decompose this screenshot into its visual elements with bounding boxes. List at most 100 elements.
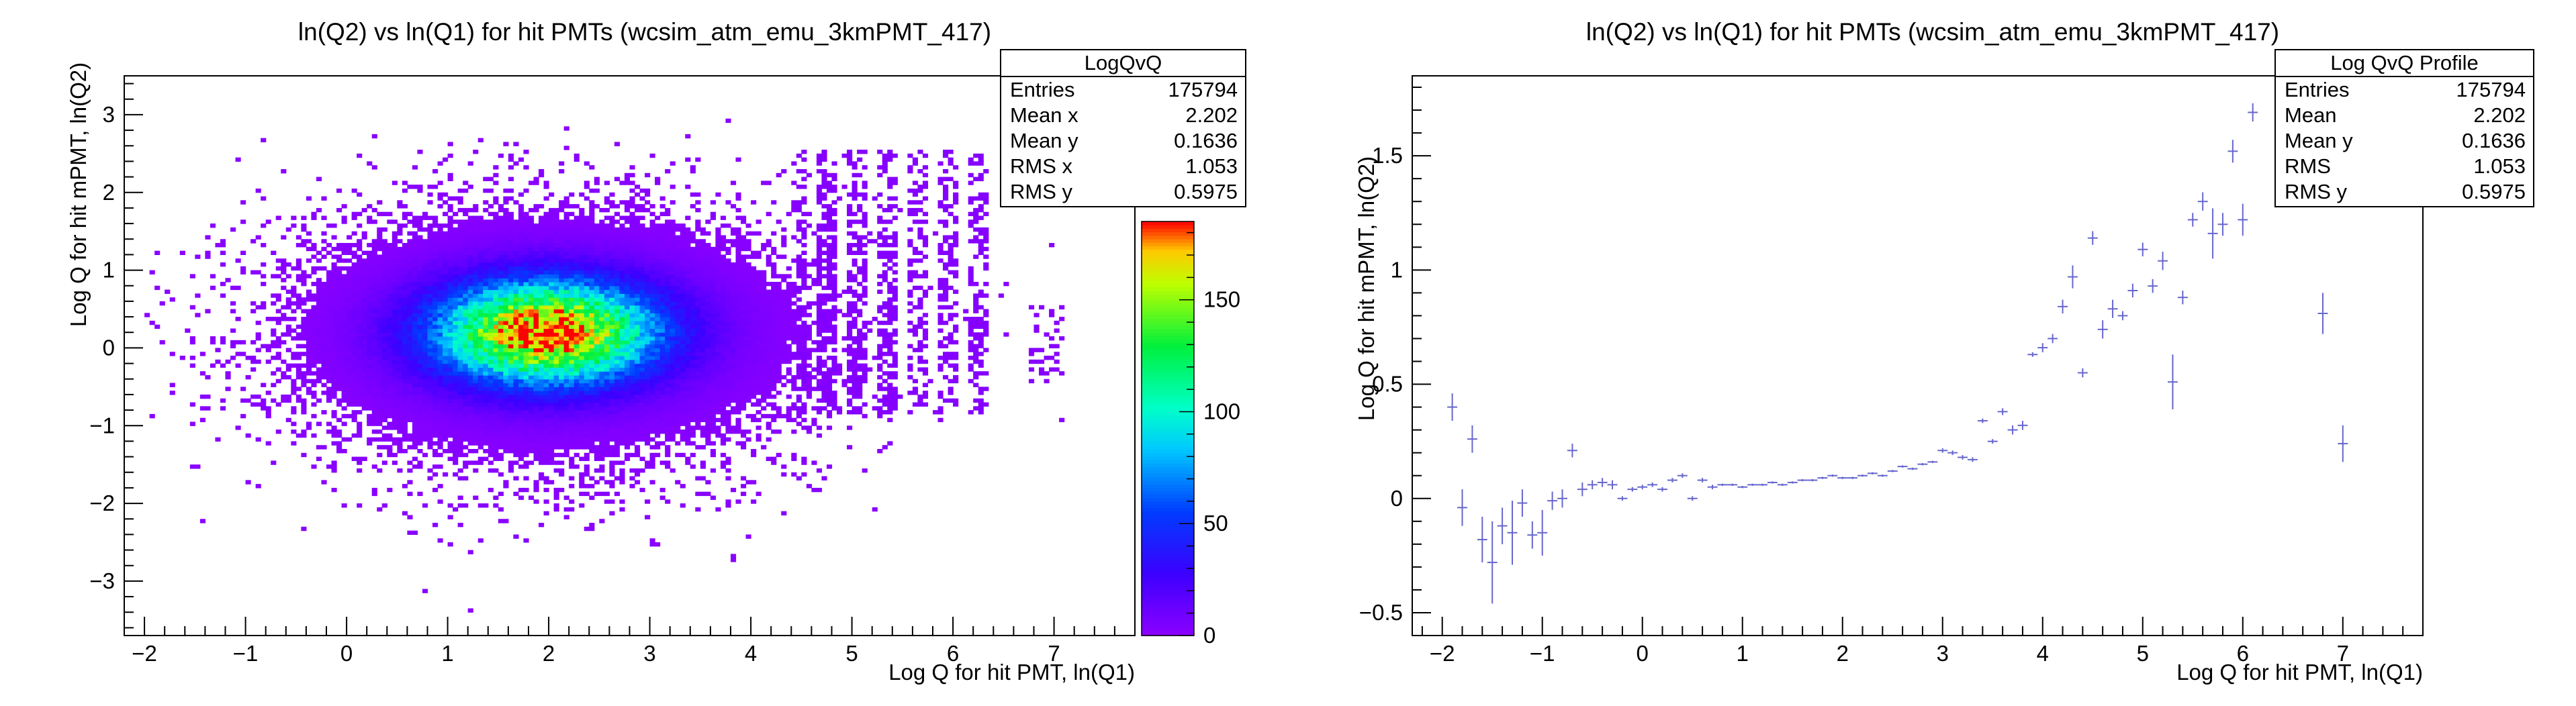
- heatmap-bin: [498, 231, 504, 236]
- heatmap-bin: [563, 402, 569, 407]
- heatmap-bin: [443, 297, 449, 302]
- heatmap-bin: [357, 456, 363, 461]
- heatmap-bin: [573, 340, 580, 345]
- heatmap-bin: [624, 309, 631, 313]
- heatmap-bin: [493, 231, 499, 236]
- heatmap-bin: [624, 270, 631, 274]
- heatmap-bin: [508, 394, 514, 399]
- heatmap-bin: [427, 374, 433, 380]
- heatmap-bin: [387, 293, 393, 298]
- heatmap-bin: [518, 449, 524, 454]
- heatmap-bin: [563, 332, 569, 337]
- heatmap-bin: [655, 239, 661, 244]
- heatmap-bin: [599, 281, 605, 287]
- heatmap-bin: [543, 324, 549, 330]
- heatmap-bin: [503, 383, 509, 387]
- heatmap-bin: [351, 456, 357, 461]
- heatmap-bin: [589, 374, 595, 380]
- heatmap-bin: [639, 456, 645, 461]
- heatmap-bin: [457, 430, 463, 434]
- heatmap-bin: [518, 297, 524, 302]
- heatmap-bin: [624, 258, 631, 263]
- heatmap-bin: [670, 227, 676, 232]
- heatmap-bin: [579, 219, 585, 224]
- heatmap-bin: [381, 344, 387, 349]
- heatmap-bin: [553, 367, 559, 372]
- heatmap-bin: [639, 258, 645, 263]
- heatmap-bin: [635, 215, 641, 220]
- heatmap-bin: [326, 289, 332, 294]
- heatmap-bin: [463, 348, 469, 352]
- heatmap-bin: [473, 246, 479, 252]
- heatmap-bin: [397, 274, 403, 279]
- heatmap-bin: [569, 289, 575, 294]
- heatmap-bin: [463, 413, 469, 419]
- heatmap-bin: [326, 421, 332, 426]
- heatmap-bin: [508, 250, 514, 256]
- heatmap-bin: [629, 172, 635, 178]
- heatmap-bin: [498, 235, 504, 240]
- heatmap-bin: [245, 433, 251, 438]
- heatmap-bin: [235, 340, 241, 345]
- heatmap-bin: [392, 367, 398, 372]
- heatmap-bin: [447, 456, 453, 461]
- heatmap-bin: [205, 394, 211, 399]
- heatmap-bin: [331, 379, 337, 384]
- heatmap-bin: [457, 281, 463, 287]
- heatmap-bin: [422, 328, 428, 333]
- heatmap-bin: [523, 340, 529, 345]
- heatmap-bin: [624, 410, 631, 415]
- heatmap-bin: [503, 352, 509, 356]
- heatmap-bin: [513, 433, 519, 438]
- heatmap-bin: [665, 313, 671, 317]
- heatmap-bin: [402, 246, 408, 252]
- heatmap-bin: [261, 274, 267, 279]
- heatmap-bin: [604, 452, 610, 458]
- heatmap-bin: [559, 348, 565, 352]
- heatmap-bin: [351, 262, 357, 267]
- heatmap-bin: [387, 301, 393, 306]
- heatmap-bin: [432, 464, 439, 469]
- heatmap-bin: [549, 445, 555, 450]
- heatmap-bin: [477, 425, 484, 430]
- heatmap-bin: [543, 181, 549, 185]
- heatmap-bin: [402, 363, 408, 368]
- heatmap-bin: [473, 387, 479, 391]
- heatmap-bin: [473, 215, 479, 220]
- heatmap-bin: [371, 278, 377, 283]
- heatmap-bin: [437, 192, 443, 197]
- heatmap-bin: [649, 250, 655, 256]
- heatmap-bin: [463, 363, 469, 368]
- heatmap-bin: [629, 246, 635, 252]
- heatmap-bin: [533, 352, 539, 356]
- heatmap-bin: [624, 235, 631, 240]
- heatmap-bin: [463, 211, 469, 217]
- heatmap-bin: [402, 336, 408, 341]
- heatmap-bin: [563, 379, 569, 384]
- heatmap-bin: [659, 410, 665, 415]
- heatmap-bin: [549, 254, 555, 259]
- heatmap-bin: [543, 406, 549, 411]
- heatmap-bin: [579, 456, 585, 461]
- heatmap-bin: [427, 313, 433, 317]
- heatmap-bin: [589, 219, 595, 224]
- heatmap-bin: [685, 344, 691, 349]
- heatmap-bin: [609, 328, 615, 333]
- heatmap-bin: [619, 367, 625, 372]
- heatmap-bin: [543, 371, 549, 376]
- heatmap-bin: [549, 328, 555, 333]
- heatmap-bin: [553, 417, 559, 423]
- heatmap-bin: [493, 200, 499, 205]
- heatmap-bin: [457, 313, 463, 317]
- heatmap-bin: [619, 391, 625, 395]
- heatmap-bin: [675, 305, 681, 310]
- heatmap-bin: [685, 250, 691, 256]
- heatmap-bin: [503, 215, 509, 220]
- heatmap-bin: [498, 507, 504, 512]
- heatmap-bin: [402, 297, 408, 302]
- heatmap-bin: [584, 402, 590, 407]
- heatmap-bin: [604, 266, 610, 271]
- heatmap-bin: [473, 437, 479, 442]
- heatmap-bin: [321, 383, 327, 387]
- heatmap-bin: [589, 356, 595, 360]
